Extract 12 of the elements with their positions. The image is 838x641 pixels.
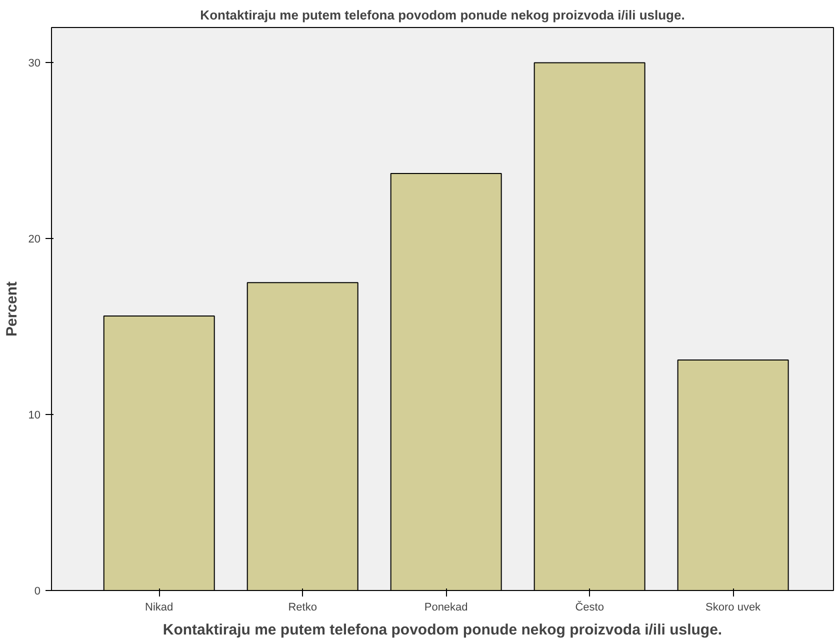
x-tick-label: Često bbox=[575, 600, 604, 614]
x-tick-label: Ponekad bbox=[424, 602, 468, 614]
y-tick-label: 20 bbox=[28, 234, 41, 246]
chart-title: Kontaktiraju me putem telefona povodom ponude nekog proizvoda i/ili usluge. bbox=[200, 8, 685, 22]
x-tick-label: Skoro uvek bbox=[706, 602, 762, 614]
y-axis-title: Percent bbox=[3, 281, 20, 337]
x-tick-label: Retko bbox=[288, 602, 317, 614]
y-tick-label: 0 bbox=[34, 586, 41, 598]
y-tick-label: 30 bbox=[28, 58, 41, 70]
y-tick-label: 10 bbox=[28, 410, 41, 422]
x-tick-label: Nikad bbox=[145, 602, 174, 614]
x-axis-title: Kontaktiraju me putem telefona povodom ponude nekog proizvoda i/ili usluge. bbox=[162, 622, 722, 638]
